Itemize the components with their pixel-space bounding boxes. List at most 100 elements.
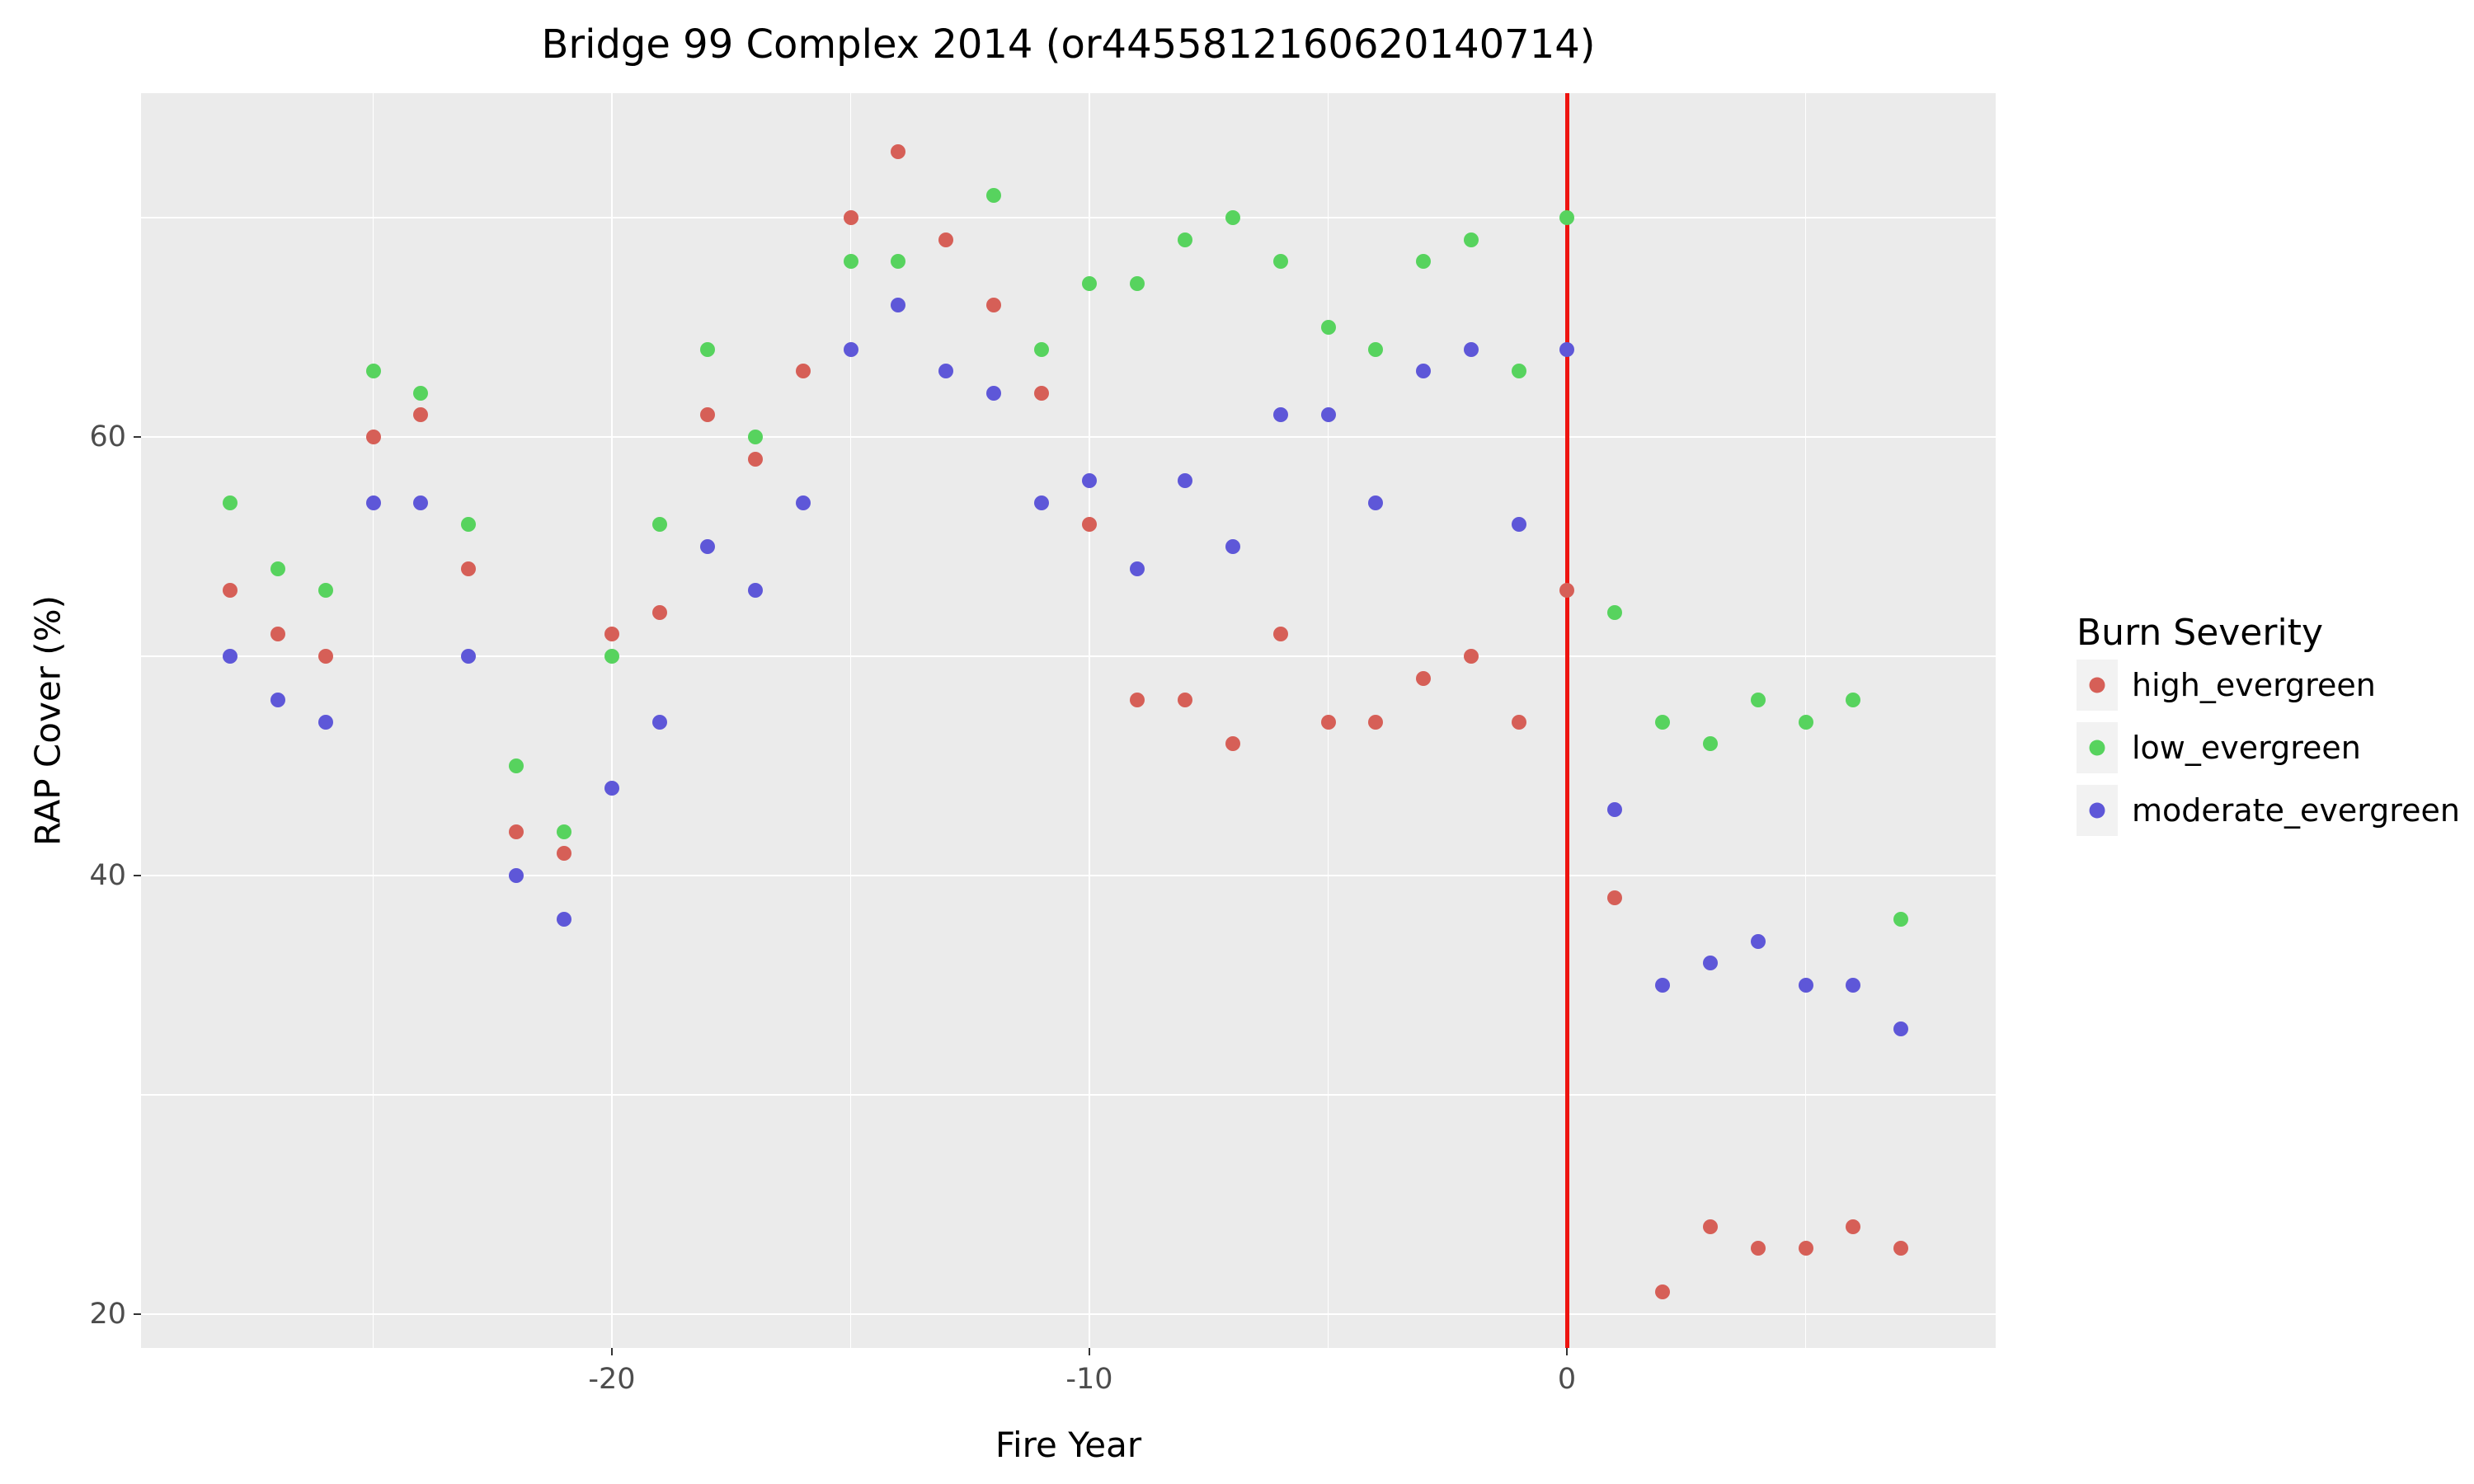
chart-title: Bridge 99 Complex 2014 (or44558121606201…	[541, 21, 1596, 68]
data-point-moderate_evergreen	[604, 780, 619, 796]
data-point-high_evergreen	[365, 430, 381, 444]
data-point-low_evergreen	[843, 254, 858, 270]
data-point-high_evergreen	[1606, 890, 1622, 905]
x-tick-mark	[1088, 1348, 1091, 1355]
gridline-y-minor	[141, 1094, 1996, 1096]
gridline-y-major	[141, 874, 1996, 877]
legend-key-low-evergreen	[2077, 722, 2118, 773]
gridline-y-major	[141, 1313, 1996, 1316]
data-point-moderate_evergreen	[1654, 978, 1670, 993]
data-point-high_evergreen	[222, 583, 238, 599]
data-point-high_evergreen	[557, 846, 572, 862]
data-point-moderate_evergreen	[1368, 495, 1384, 510]
data-point-moderate_evergreen	[1798, 978, 1813, 993]
gridline-x-major	[610, 93, 614, 1348]
data-point-low_evergreen	[1798, 714, 1813, 730]
data-point-high_evergreen	[270, 627, 285, 642]
data-point-low_evergreen	[1654, 714, 1670, 730]
data-point-high_evergreen	[1846, 1219, 1861, 1234]
gridline-y-major	[141, 435, 1996, 439]
data-point-high_evergreen	[747, 451, 763, 467]
legend-key-high-evergreen	[2077, 660, 2118, 711]
data-point-high_evergreen	[1750, 1241, 1766, 1256]
data-point-moderate_evergreen	[1559, 341, 1574, 357]
data-point-moderate_evergreen	[651, 714, 667, 730]
data-point-moderate_evergreen	[747, 583, 763, 599]
plot-panel	[141, 93, 1996, 1348]
data-point-moderate_evergreen	[317, 714, 333, 730]
legend-label-low-evergreen: low_evergreen	[2132, 730, 2361, 766]
data-point-high_evergreen	[938, 232, 954, 247]
data-point-moderate_evergreen	[413, 495, 429, 510]
data-point-low_evergreen	[317, 583, 333, 599]
data-point-moderate_evergreen	[1606, 802, 1622, 818]
x-tick-label: -20	[588, 1363, 636, 1396]
legend-dot-high-evergreen-icon	[2089, 677, 2105, 693]
data-point-moderate_evergreen	[1225, 539, 1240, 554]
data-point-high_evergreen	[1559, 583, 1574, 599]
y-tick-mark	[134, 874, 141, 877]
data-point-low_evergreen	[1750, 693, 1766, 708]
legend-label-high-evergreen: high_evergreen	[2132, 667, 2376, 703]
data-point-high_evergreen	[1225, 736, 1240, 752]
data-point-low_evergreen	[699, 341, 715, 357]
legend-dot-moderate-evergreen-icon	[2089, 802, 2105, 819]
data-point-moderate_evergreen	[1320, 407, 1336, 423]
data-point-low_evergreen	[1034, 341, 1050, 357]
data-point-high_evergreen	[1654, 1284, 1670, 1300]
data-point-moderate_evergreen	[509, 868, 524, 883]
x-tick-label: -10	[1065, 1363, 1113, 1396]
data-point-high_evergreen	[413, 407, 429, 423]
data-point-moderate_evergreen	[986, 385, 1002, 401]
data-point-moderate_evergreen	[222, 649, 238, 664]
data-point-moderate_evergreen	[1846, 978, 1861, 993]
legend-dot-low-evergreen-icon	[2089, 740, 2105, 756]
data-point-high_evergreen	[1416, 670, 1432, 686]
data-point-low_evergreen	[1512, 364, 1527, 379]
legend-title: Burn Severity	[2077, 612, 2323, 654]
data-point-high_evergreen	[461, 561, 477, 576]
x-tick-mark	[1565, 1348, 1569, 1355]
data-point-moderate_evergreen	[699, 539, 715, 554]
data-point-high_evergreen	[986, 298, 1002, 313]
data-point-moderate_evergreen	[557, 912, 572, 928]
data-point-high_evergreen	[1129, 693, 1145, 708]
data-point-low_evergreen	[1272, 254, 1288, 270]
data-point-moderate_evergreen	[891, 298, 906, 313]
data-point-low_evergreen	[1893, 912, 1909, 928]
data-point-high_evergreen	[317, 649, 333, 664]
x-tick-mark	[610, 1348, 614, 1355]
y-tick-label: 20	[89, 1298, 126, 1331]
data-point-high_evergreen	[891, 144, 906, 160]
gridline-y-minor	[141, 217, 1996, 218]
data-point-moderate_evergreen	[1177, 473, 1192, 489]
data-point-high_evergreen	[1893, 1241, 1909, 1256]
data-point-low_evergreen	[604, 649, 619, 664]
legend-label-moderate-evergreen: moderate_evergreen	[2132, 792, 2460, 829]
y-tick-label: 60	[89, 420, 126, 453]
data-point-low_evergreen	[1606, 604, 1622, 620]
data-point-moderate_evergreen	[1464, 341, 1479, 357]
data-point-moderate_evergreen	[461, 649, 477, 664]
data-point-low_evergreen	[1559, 210, 1574, 225]
data-point-high_evergreen	[604, 627, 619, 642]
gridline-y-minor	[141, 655, 1996, 657]
data-point-moderate_evergreen	[365, 495, 381, 510]
data-point-high_evergreen	[1464, 649, 1479, 664]
data-point-low_evergreen	[1177, 232, 1192, 247]
y-tick-mark	[134, 435, 141, 439]
data-point-high_evergreen	[795, 364, 811, 379]
gridline-x-major	[1088, 93, 1091, 1348]
data-point-moderate_evergreen	[1129, 561, 1145, 576]
data-point-low_evergreen	[413, 385, 429, 401]
data-point-moderate_evergreen	[1893, 1021, 1909, 1037]
data-point-low_evergreen	[1320, 320, 1336, 335]
data-point-low_evergreen	[509, 758, 524, 773]
data-point-low_evergreen	[651, 517, 667, 533]
data-point-moderate_evergreen	[1512, 517, 1527, 533]
y-axis-label: RAP Cover (%)	[27, 595, 68, 846]
data-point-moderate_evergreen	[795, 495, 811, 510]
data-point-high_evergreen	[1512, 714, 1527, 730]
data-point-high_evergreen	[651, 604, 667, 620]
